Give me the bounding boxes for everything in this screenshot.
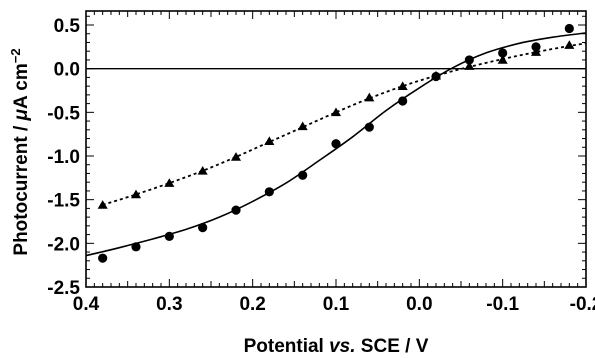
y-axis-title-sup: −2 [8, 48, 23, 63]
data-point-triangle [530, 47, 542, 56]
data-point-circle [164, 231, 174, 241]
data-point-circle [464, 55, 474, 65]
y-axis-title: Photocurrent / μA cm−2 [8, 48, 32, 255]
y-tick-label: -2.0 [47, 234, 80, 255]
data-point-triangle [130, 189, 142, 199]
data-point-triangle [497, 55, 508, 64]
data-point-triangle [230, 152, 242, 161]
fit-curve-triangle-series [102, 42, 587, 206]
data-point-triangle [364, 92, 375, 102]
data-point-circle [398, 96, 408, 106]
x-tick-label: -0.2 [570, 294, 595, 315]
data-point-circle [231, 205, 241, 215]
data-point-triangle [264, 136, 275, 145]
data-point-circle [264, 187, 274, 197]
x-tick-label: 0.0 [406, 294, 432, 315]
data-point-circle [498, 48, 508, 58]
data-point-circle [198, 223, 208, 233]
y-tick-label: -0.5 [47, 103, 80, 124]
x-axis-title: Potential vs. SCE / V [244, 336, 429, 357]
data-point-circle [531, 42, 541, 52]
data-point-triangle [397, 81, 408, 90]
x-axis-title-pre: Potential [244, 336, 330, 357]
x-tick-label: 0.1 [323, 294, 350, 315]
y-axis-title-unit: A cm [11, 63, 32, 109]
data-point-triangle [97, 200, 108, 209]
x-tick-label: 0.3 [156, 294, 182, 315]
data-point-circle [331, 139, 341, 149]
axis-ticks [85, 11, 587, 288]
data-point-triangle [164, 178, 175, 187]
y-axis-title-pre: Photocurrent / [11, 120, 32, 255]
y-tick-label: 0.5 [54, 16, 81, 37]
data-point-circle [98, 253, 108, 263]
data-point-circle [298, 170, 308, 180]
data-point-circle [131, 242, 141, 252]
x-tick-label: 0.2 [239, 294, 265, 315]
data-point-triangle [197, 166, 208, 175]
y-tick-label: 0.0 [54, 60, 80, 81]
y-axis-title-mu: μ [11, 108, 32, 121]
y-tick-label: -2.5 [47, 278, 80, 299]
x-axis-title-post: SCE / V [356, 336, 429, 357]
data-point-triangle [464, 61, 475, 70]
data-point-triangle [330, 107, 342, 117]
data-point-circle [564, 23, 574, 34]
x-tick-label: 0.4 [73, 294, 100, 315]
data-point-triangle [430, 70, 442, 80]
x-tick-label: -0.1 [486, 294, 519, 315]
data-markers [97, 23, 575, 263]
y-tick-label: -1.5 [47, 191, 80, 212]
data-point-circle [364, 122, 374, 132]
y-tick-labels: 0.5 0.0 -0.5 -1.0 -1.5 -2.0 -2.5 [47, 16, 80, 299]
data-point-triangle [564, 40, 575, 49]
data-point-triangle [297, 121, 308, 131]
y-tick-label: -1.0 [47, 147, 80, 168]
x-axis-title-vs: vs. [329, 336, 355, 357]
x-tick-labels: 0.4 0.3 0.2 0.1 0.0 -0.1 -0.2 [73, 294, 595, 315]
